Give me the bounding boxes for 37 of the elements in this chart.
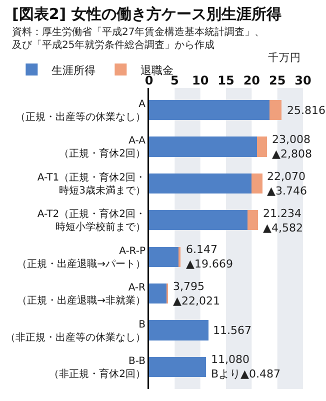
y-tick-label: B （非正規・出産等の休業なし）: [6, 319, 146, 344]
bar: [149, 100, 270, 120]
x-tick-label: 15: [218, 74, 234, 88]
annotation: 22,070 ▲3.746: [267, 170, 307, 198]
chart-title: [図表2] 女性の働き方ケース別生涯所得: [12, 5, 282, 23]
bar: [149, 320, 209, 340]
annotation: 11,080 Bより▲0.487: [211, 353, 280, 380]
y-tick-label: A-T1（正規・育休2回・時短3歳未満まで）: [37, 171, 146, 196]
bar: [149, 356, 206, 378]
legend-label: 生涯所得: [52, 64, 96, 77]
x-axis-title: 千万円: [268, 51, 301, 64]
y-tick-label: A-R-P （正規・出産退職→パート）: [17, 246, 146, 270]
bar: [149, 210, 248, 230]
y-tick-label: A-R （正規・出産退職→非就業）: [17, 282, 146, 307]
bar: [248, 210, 258, 230]
annotation: 11.567: [213, 324, 252, 337]
bar: [252, 173, 262, 194]
bar: [270, 100, 282, 120]
bar: [149, 173, 252, 194]
annotation: 25.816: [287, 104, 326, 117]
annotation: 21.234 ▲4,582: [263, 207, 303, 234]
y-tick-label: A-T2（正規・育休2回・時短小学校前まで）: [37, 208, 146, 234]
annotation: 3,795 ▲22,021: [173, 280, 220, 308]
annotation: 6.147 ▲19.669: [186, 243, 233, 270]
bar: [149, 246, 178, 267]
y-tick-label: B-B （非正規・育休2回）: [49, 356, 146, 380]
y-tick-label: A-A （正規・育休2回）: [59, 136, 146, 160]
bar: [149, 283, 166, 304]
x-tick-label: 30: [294, 74, 312, 88]
y-tick-label: A （正規・出産等の休業なし）: [16, 99, 146, 124]
bar: [149, 136, 257, 157]
x-tick-label: 10: [192, 74, 209, 88]
x-tick-label: 20: [243, 74, 260, 88]
annotation: 23,008 ▲2,808: [272, 133, 312, 160]
chart-subtitle: 資料：厚生労働省「平成27年賃金構造基本統計調査」、及び「平成25年就労条件総合調査」から作成: [12, 26, 265, 51]
x-tick-label: 25: [268, 74, 286, 88]
bar: [256, 136, 268, 157]
